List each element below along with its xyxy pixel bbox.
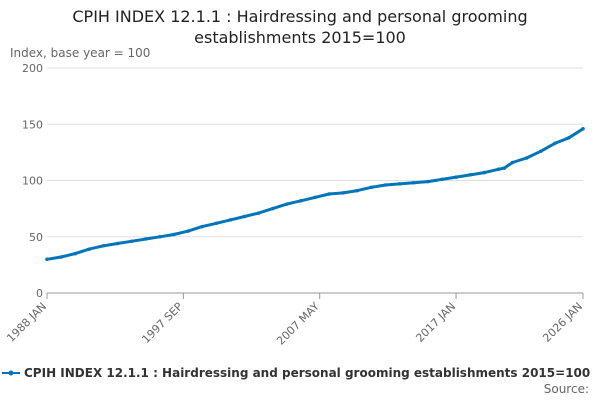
- data-point-11: [200, 224, 204, 229]
- data-point-5: [115, 241, 120, 246]
- legend-label: CPIH INDEX 12.1.1 : Hairdressing and per…: [24, 366, 590, 380]
- x-tick-label-1: 1997 SEP: [139, 300, 185, 346]
- data-point-2: [73, 251, 78, 256]
- data-point-17: [284, 202, 289, 206]
- grid-lines: [47, 67, 583, 238]
- data-point-13: [228, 218, 233, 222]
- x-tick-label-3: 2017 JAN: [413, 300, 458, 345]
- y-tick-label-100: 100: [22, 175, 43, 188]
- x-axis: 1988 JAN 1997 SEP 2007 MAY 2017 JAN 2026 JAN: [4, 292, 585, 348]
- x-tick-label-0: 1988 JAN: [4, 300, 49, 345]
- series-layer: [45, 126, 585, 262]
- legend-swatch-marker: [8, 370, 14, 376]
- data-point-9: [172, 232, 176, 237]
- data-point-7: [143, 237, 148, 241]
- data-point-38: [567, 135, 571, 140]
- data-point-28: [440, 177, 444, 182]
- data-point-25: [397, 182, 402, 186]
- chart-title-line-1: CPIH INDEX 12.1.1 : Hairdressing and per…: [72, 7, 527, 26]
- data-point-10: [186, 229, 190, 233]
- data-point-4: [101, 243, 106, 248]
- data-point-36: [538, 149, 543, 154]
- y-tick-label-150: 150: [22, 118, 43, 131]
- data-point-34: [510, 160, 515, 165]
- data-point-32: [496, 167, 501, 172]
- legend: CPIH INDEX 12.1.1 : Hairdressing and per…: [2, 366, 590, 380]
- data-point-35: [524, 156, 529, 160]
- data-point-29: [454, 175, 458, 179]
- data-point-8: [158, 234, 162, 239]
- data-point-16: [270, 206, 275, 211]
- data-point-22: [355, 188, 360, 193]
- y-axis-label: Index, base year = 100: [10, 46, 150, 60]
- y-tick-label-0: 0: [36, 287, 43, 300]
- data-point-21: [341, 191, 346, 195]
- data-point-6: [129, 239, 134, 244]
- data-point-15: [256, 211, 261, 215]
- data-point-30: [468, 173, 472, 177]
- data-point-19: [313, 195, 317, 200]
- data-point-27: [426, 179, 430, 184]
- data-point-12: [214, 221, 219, 226]
- series-line-0: [45, 127, 585, 261]
- data-point-20: [327, 192, 331, 196]
- x-tick-label-4: 2026 JAN: [540, 300, 585, 345]
- data-point-31: [482, 170, 487, 175]
- x-tick-label-2: 2007 MAY: [274, 300, 322, 348]
- y-tick-labels: 0 50 100 150 200: [22, 62, 43, 300]
- data-point-33: [502, 166, 507, 170]
- y-tick-label-50: 50: [29, 231, 43, 244]
- data-point-26: [411, 180, 416, 185]
- data-point-24: [383, 183, 388, 187]
- data-point-3: [87, 247, 92, 251]
- data-point-0: [45, 257, 49, 262]
- data-point-39: [581, 126, 585, 131]
- data-point-18: [299, 198, 303, 203]
- chart-title-line-2: establishments 2015=100: [194, 28, 406, 47]
- y-tick-label-200: 200: [22, 62, 43, 75]
- data-point-14: [242, 214, 247, 219]
- data-point-1: [59, 255, 63, 259]
- source-label: Source:: [544, 382, 589, 396]
- data-point-23: [369, 185, 374, 190]
- data-point-37: [552, 141, 557, 146]
